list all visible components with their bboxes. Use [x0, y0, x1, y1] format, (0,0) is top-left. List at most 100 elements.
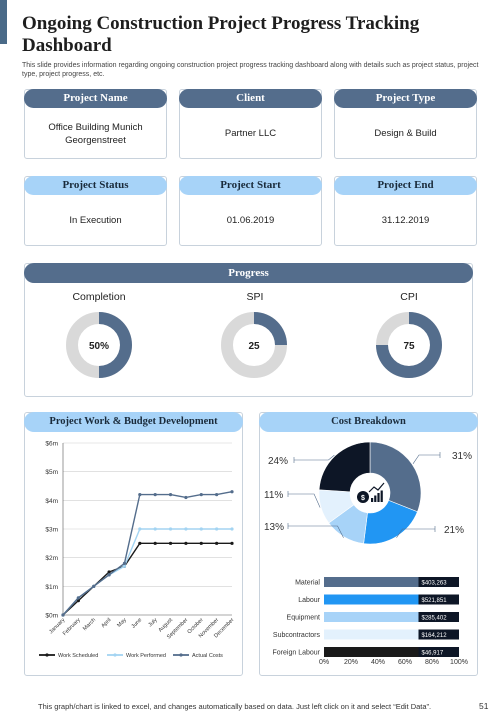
card-value: In Execution: [69, 215, 122, 226]
pie-pct-label: 13%: [264, 522, 284, 533]
pie-pct-label: 21%: [444, 525, 464, 536]
data-point: [199, 493, 203, 497]
card-project-status: Project Status In Execution: [24, 176, 167, 246]
data-point: [138, 493, 142, 497]
x-tick-label: 80%: [425, 659, 439, 666]
series-line: [62, 528, 232, 616]
progress-title: Progress: [24, 263, 473, 283]
data-point: [122, 561, 127, 565]
legend-label: Work Performed: [126, 653, 166, 659]
series-line: [62, 491, 233, 616]
bar-remainder: [418, 577, 459, 587]
bar-fill: [324, 647, 419, 657]
card-value: 01.06.2019: [226, 215, 275, 226]
y-tick-label: $2m: [45, 555, 58, 562]
budget-panel: Project Work & Budget Development $0m $1m…: [24, 412, 243, 676]
card-client: Client Partner LLC: [179, 89, 322, 159]
bar-fill: [324, 629, 419, 640]
data-point: [215, 493, 219, 497]
callout-line: [412, 454, 440, 464]
donut-slice: [369, 441, 422, 513]
data-point: [153, 493, 157, 497]
money-growth-icon: $: [357, 482, 385, 503]
card-project-start: Project Start 01.06.2019: [179, 176, 322, 246]
cost-chart: $31% 21% 13% 11% 24% Material $403,263 Labour $5…: [264, 441, 472, 666]
growth-bar: [374, 495, 377, 502]
gauge-value: 50%: [89, 341, 109, 352]
x-tick-label: 100%: [450, 659, 468, 666]
bar-value-label: $403,263: [422, 581, 448, 587]
cost-title: Cost Breakdown: [259, 412, 478, 432]
bar-value-label: $46,917: [422, 651, 444, 657]
data-point: [138, 527, 142, 531]
x-tick-label: May: [116, 617, 128, 629]
y-tick-label: $3m: [45, 527, 58, 534]
callout-line: [288, 493, 321, 508]
page-number: 51: [479, 701, 489, 711]
accent-bar: [0, 0, 7, 44]
data-point: [168, 527, 173, 531]
y-tick-label: $5m: [45, 469, 58, 476]
x-tick-label: 0%: [319, 659, 329, 666]
data-point: [199, 527, 203, 531]
coin-icon: [357, 491, 369, 503]
callout-line: [288, 525, 344, 538]
series-line: [62, 542, 232, 616]
card-project-name: Project Name Office Building Munich Geor…: [24, 89, 167, 159]
gauges-svg: 50% 25 75: [66, 312, 442, 378]
legend-marker: [45, 653, 49, 657]
bar-category-label: Subcontractors: [273, 632, 321, 639]
card-value: Partner LLC: [224, 128, 277, 139]
page-title: Ongoing Construction Project Progress Tr…: [22, 13, 420, 56]
data-point: [153, 527, 157, 531]
x-tick-label: 60%: [398, 659, 412, 666]
card-label: Project Status: [24, 176, 167, 195]
data-point: [61, 613, 65, 617]
data-point: [76, 596, 80, 600]
data-point: [122, 564, 127, 568]
legend-label: Actual Costs: [192, 653, 223, 659]
page-subtitle: This slide provides information regardin…: [22, 62, 479, 78]
bar-value-label: $285,402: [422, 616, 448, 622]
card-value: 31.12.2019: [381, 215, 430, 226]
y-tick-label: $6m: [45, 441, 58, 448]
data-point: [230, 490, 234, 494]
legend-marker: [179, 653, 183, 657]
data-point: [199, 541, 203, 545]
pie-pct-label: 11%: [264, 490, 283, 501]
x-tick-label: June: [131, 617, 144, 630]
y-tick-label: $0m: [45, 613, 58, 620]
pie-pct-label: 24%: [268, 456, 288, 467]
legend-marker: [113, 653, 117, 657]
progress-panel: Progress Completion SPI CPI 50% 25 75: [24, 263, 473, 397]
gauge-fill: [254, 312, 287, 345]
footer-note: This graph/chart is linked to excel, and…: [38, 702, 432, 711]
card-label: Project Start: [179, 176, 322, 195]
data-point: [215, 541, 219, 545]
data-point: [230, 527, 234, 531]
cost-panel: Cost Breakdown $31% 21% 13% 11% 24% Material $…: [259, 412, 478, 676]
data-point: [184, 541, 188, 545]
x-tick-label: March: [82, 617, 97, 632]
bar-fill: [324, 577, 419, 587]
bar-category-label: Foreign Labour: [273, 650, 321, 657]
growth-bar: [371, 498, 374, 502]
card-project-end: Project End 31.12.2019: [334, 176, 477, 246]
gauge-completion: 50%: [66, 312, 132, 378]
data-point: [153, 541, 157, 545]
gauge-fill: [376, 312, 442, 378]
bar-fill: [324, 594, 419, 605]
data-point: [107, 573, 111, 577]
card-value: Design & Build: [374, 128, 437, 139]
donut-slice: [318, 441, 371, 493]
growth-bar: [377, 493, 380, 502]
growth-arrow: [368, 482, 385, 493]
bar-remainder: [418, 629, 459, 640]
bar-value-label: $521,851: [422, 598, 448, 604]
bar-fill: [324, 612, 419, 622]
card-label: Project End: [334, 176, 477, 195]
x-tick-label: July: [147, 617, 158, 628]
data-point: [138, 541, 142, 545]
gauge-fill: [99, 312, 132, 378]
gauge-spi: 25: [221, 312, 287, 378]
